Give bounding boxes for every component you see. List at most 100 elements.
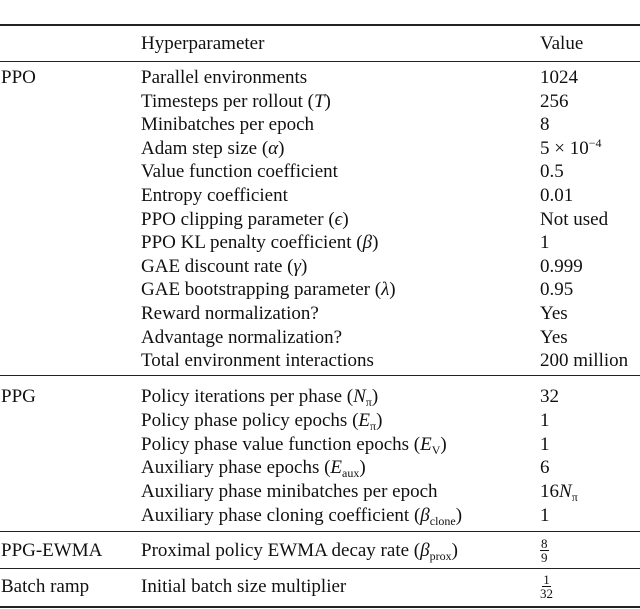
param-subscript: prox: [429, 549, 452, 563]
value-cell: 5 × 10−4: [540, 137, 602, 161]
value-cell: 0.95: [540, 278, 573, 302]
value-text: 6: [540, 457, 550, 479]
section-rule: [0, 568, 640, 569]
param-subscript: clone: [429, 514, 456, 528]
param-subscript: aux: [342, 466, 360, 481]
param-symbol: β: [362, 232, 373, 254]
param-name: Advantage normalization?: [141, 326, 343, 348]
table-row: Auxiliary phase minibatches per epoch 16N…: [0, 480, 640, 504]
value-text: 200 million: [540, 350, 629, 372]
param-name: Timesteps per rollout: [141, 90, 303, 112]
table-row: Advantage normalization? Yes: [0, 326, 640, 350]
value-cell: 200 million: [540, 349, 628, 373]
value-text: 5 × 10: [540, 137, 589, 159]
param-name: Entropy coefficient: [141, 185, 288, 206]
param-cell: Entropy coefficient: [141, 184, 288, 208]
value-cell: 32: [540, 385, 559, 409]
value-cell: 1: [540, 231, 550, 255]
header-hyperparameter: Hyperparameter: [141, 33, 265, 54]
param-subscript: π: [365, 395, 372, 409]
param-symbol: λ: [381, 279, 390, 301]
value-subscript: π: [571, 490, 578, 505]
value-symbol: N: [559, 481, 572, 503]
table-row: GAE bootstrapping parameter (λ) 0.95: [0, 278, 640, 302]
value-text: 32: [540, 386, 559, 407]
param-name: Initial batch size multiplier: [141, 576, 347, 597]
value-cell: 0.01: [540, 184, 573, 208]
param-name: Policy phase policy epochs: [141, 409, 348, 431]
param-symbol: β: [420, 540, 430, 561]
table-row: PPO clipping parameter (ϵ) Not used: [0, 208, 640, 232]
table-row: Batch ramp Initial batch size multiplier 1…: [0, 573, 640, 602]
bottom-rule: [0, 606, 640, 608]
value-text: 0.01: [540, 185, 574, 206]
param-cell: Policy phase value function epochs (EV): [141, 433, 447, 457]
param-cell: Auxiliary phase minibatches per epoch: [141, 480, 438, 504]
value-text: 256: [540, 90, 569, 112]
param-symbol: N: [353, 386, 366, 407]
value-cell: 1: [540, 504, 550, 528]
table-row: PPO KL penalty coefficient (β) 1: [0, 231, 640, 255]
value-text: 0.999: [540, 255, 583, 277]
param-cell: Value function coefficient: [141, 160, 338, 184]
param-cell: Auxiliary phase cloning coefficient (βcl…: [141, 505, 463, 528]
table-row: Timesteps per rollout (T) 256: [0, 90, 640, 114]
param-symbol: β: [420, 505, 430, 526]
section-rule: [0, 531, 640, 532]
table-row: GAE discount rate (γ) 0.999: [0, 255, 640, 279]
table-row: Value function coefficient 0.5: [0, 160, 640, 184]
value-text: 1: [540, 433, 550, 455]
value-cell: 0.999: [540, 255, 583, 279]
value-cell: 1: [540, 409, 550, 433]
param-symbol: E: [420, 433, 432, 455]
param-symbol: T: [313, 90, 325, 112]
value-exponent: −4: [588, 135, 602, 150]
value-text: 1: [540, 232, 550, 254]
param-name: PPO KL penalty coefficient: [141, 232, 352, 254]
param-name: Value function coefficient: [141, 161, 338, 183]
table-row: Total environment interactions 200 millio…: [0, 349, 640, 373]
value-text: Yes: [540, 326, 568, 348]
param-cell: Policy phase policy epochs (Eπ): [141, 409, 383, 433]
value-cell: 8: [540, 113, 550, 137]
param-cell: Advantage normalization?: [141, 326, 342, 350]
table-row: Policy phase policy epochs (Eπ) 1: [0, 409, 640, 433]
header-value: Value: [540, 33, 584, 54]
value-fraction: 1 32: [540, 573, 553, 600]
param-subscript: V: [431, 442, 441, 457]
param-cell: Initial batch size multiplier: [141, 575, 346, 599]
param-name: GAE discount rate: [141, 255, 283, 277]
value-text: 1: [540, 505, 550, 526]
section-rule: [0, 375, 640, 376]
param-name: PPO clipping parameter: [141, 208, 324, 230]
value-text: 0.95: [540, 279, 574, 301]
table-row: Auxiliary phase cloning coefficient (βcl…: [0, 504, 640, 528]
param-cell: Minibatches per epoch: [141, 113, 314, 137]
param-subscript: π: [370, 418, 377, 433]
param-cell: Policy iterations per phase (Nπ): [141, 386, 379, 409]
value-text: 8: [540, 114, 550, 136]
param-name: Proximal policy EWMA decay rate: [141, 540, 410, 561]
group-label: PPG: [1, 386, 36, 407]
param-cell: Adam step size (α): [141, 137, 285, 159]
value-cell: 1 32: [540, 573, 553, 602]
param-cell: Total environment interactions: [141, 349, 374, 373]
param-cell: GAE bootstrapping parameter (λ): [141, 279, 396, 301]
table-row: PPG-EWMA Proximal policy EWMA decay rate …: [0, 537, 640, 566]
value-text: 16: [540, 481, 559, 503]
param-name: Minibatches per epoch: [141, 114, 315, 136]
fraction-denominator: 9: [541, 550, 548, 565]
param-cell: PPO KL penalty coefficient (β): [141, 232, 379, 254]
table-row: Adam step size (α) 5 × 10−4: [0, 137, 640, 161]
value-text: 1024: [540, 67, 578, 88]
value-cell: 1024: [540, 66, 578, 90]
param-name: Adam step size: [141, 137, 258, 159]
value-cell: 0.5: [540, 160, 564, 184]
fraction-denominator: 32: [540, 586, 553, 601]
param-cell: Parallel environments: [141, 66, 307, 90]
fraction-numerator: 1: [542, 572, 551, 587]
table-row: PPG Policy iterations per phase (Nπ) 32: [0, 385, 640, 409]
value-text: Not used: [540, 208, 609, 230]
